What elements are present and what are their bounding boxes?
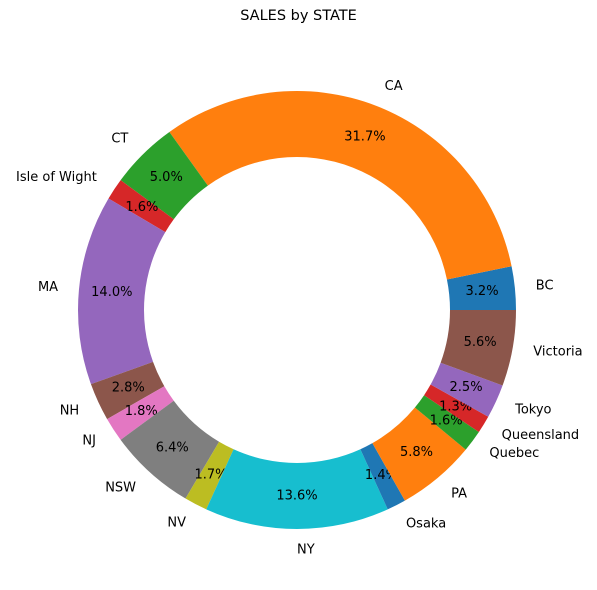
slice-ct	[120, 132, 208, 220]
slice-percent-pa: 5.8%	[400, 445, 433, 460]
slice-nj	[107, 386, 174, 440]
slice-label-victoria: Victoria	[533, 345, 582, 360]
slice-percent-ny: 13.6%	[276, 489, 317, 504]
slice-percent-ct: 5.0%	[150, 170, 183, 185]
slice-label-nv: NV	[167, 515, 186, 530]
slice-queensland	[424, 384, 489, 432]
slice-label-nsw: NSW	[105, 481, 136, 496]
slice-percent-nj: 1.8%	[125, 404, 158, 419]
slice-ny	[206, 449, 388, 529]
chart-title: SALES by STATE	[240, 8, 357, 24]
slice-label-ny: NY	[297, 543, 315, 558]
slice-label-tokyo: Tokyo	[514, 403, 551, 418]
slice-label-pa: PA	[451, 486, 467, 501]
slice-pa	[372, 407, 466, 501]
slice-ma	[78, 198, 166, 385]
slice-quebec	[414, 395, 479, 450]
slice-ca	[169, 91, 512, 280]
slice-isle-of-wight	[108, 180, 174, 233]
slice-percent-bc: 3.2%	[466, 284, 499, 299]
slice-percent-queensland: 1.3%	[439, 400, 472, 415]
slice-percent-ma: 14.0%	[91, 285, 132, 300]
slice-label-isle-of-wight: Isle of Wight	[16, 170, 97, 185]
slice-bc	[446, 266, 516, 310]
slice-percent-tokyo: 2.5%	[450, 380, 483, 395]
slice-nsw	[120, 400, 220, 499]
slice-label-ma: MA	[38, 280, 58, 295]
slice-percent-victoria: 5.6%	[464, 335, 497, 350]
slice-nv	[185, 441, 234, 510]
slice-percent-nv: 1.7%	[194, 467, 227, 482]
slice-label-osaka: Osaka	[406, 516, 446, 531]
slice-percent-nsw: 6.4%	[156, 440, 189, 455]
slice-label-nj: NJ	[82, 434, 96, 449]
slice-label-quebec: Quebec	[489, 446, 539, 461]
slice-percent-nh: 2.8%	[112, 381, 145, 396]
slice-osaka	[360, 443, 405, 510]
slice-victoria	[440, 310, 516, 386]
slice-percent-quebec: 1.6%	[430, 414, 463, 429]
slice-percent-ca: 31.7%	[344, 129, 385, 144]
slice-label-queensland: Queensland	[502, 428, 580, 443]
slice-label-nh: NH	[60, 403, 80, 418]
slice-label-ct: CT	[111, 132, 128, 147]
slice-label-ca: CA	[385, 79, 403, 94]
slice-nh	[90, 361, 165, 420]
slice-percent-isle-of-wight: 1.6%	[125, 200, 158, 215]
slice-label-bc: BC	[536, 278, 554, 293]
slice-tokyo	[430, 362, 503, 417]
